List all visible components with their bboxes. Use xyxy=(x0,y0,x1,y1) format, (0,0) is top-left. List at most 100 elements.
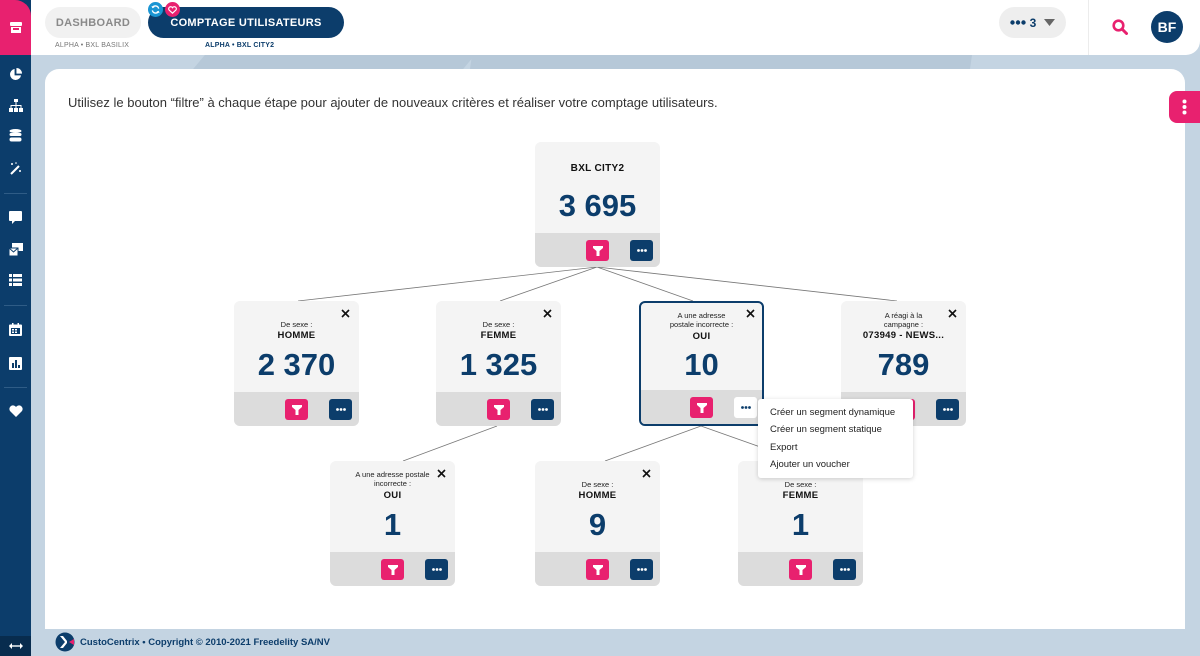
node-criterion: De sexe : xyxy=(280,320,313,329)
more-dots-icon xyxy=(431,568,442,571)
more-options-button[interactable] xyxy=(734,397,757,418)
close-icon xyxy=(745,308,755,318)
more-dots-icon xyxy=(740,406,751,409)
remove-node-button[interactable] xyxy=(945,306,959,320)
heart-icon xyxy=(8,405,23,417)
node-options-menu: Créer un segment dynamique Créer un segm… xyxy=(758,399,913,478)
more-dots-icon xyxy=(636,568,647,571)
refresh-icon xyxy=(151,5,160,14)
filter-icon xyxy=(696,402,707,413)
node-title: BXL CITY2 xyxy=(570,163,625,174)
node-count: 3 695 xyxy=(558,188,637,223)
remove-node-button[interactable] xyxy=(540,306,554,320)
user-avatar[interactable]: BF xyxy=(1151,11,1183,43)
node-value: HOMME xyxy=(578,490,617,501)
remove-node-button[interactable] xyxy=(434,466,448,480)
filter-icon xyxy=(795,564,806,575)
email-campaign-icon xyxy=(8,242,23,256)
more-options-button[interactable] xyxy=(833,559,856,580)
sidebar-item-messages[interactable] xyxy=(0,206,31,228)
more-options-button[interactable] xyxy=(630,559,653,580)
header: DASHBOARD ALPHA • BXL BASILIX COMPTAGE U… xyxy=(31,0,1200,55)
more-tabs-count: 3 xyxy=(1029,15,1037,30)
sidebar-divider xyxy=(4,305,27,306)
node-footer xyxy=(738,552,863,586)
node-value: OUI xyxy=(383,490,402,501)
vertical-dots-icon xyxy=(1182,99,1187,115)
store-button[interactable] xyxy=(0,0,31,55)
root-node-card: BXL CITY2 3 695 xyxy=(535,142,660,267)
menu-item-segment-dynamique[interactable]: Créer un segment dynamique xyxy=(770,407,896,418)
more-options-button[interactable] xyxy=(425,559,448,580)
sidebar-item-dashboard[interactable] xyxy=(0,63,31,85)
node-criterion: A une adresse postale incorrecte : xyxy=(355,470,430,488)
node-count: 1 xyxy=(383,507,402,542)
node-card-adresse-incorrecte: A une adresse postale incorrecte : OUI 1… xyxy=(639,301,764,426)
side-options-button[interactable] xyxy=(1169,91,1200,123)
more-tabs-dropdown[interactable]: 3 xyxy=(999,7,1066,38)
node-card-femme-sub: De sexe : FEMME 1 xyxy=(738,461,863,586)
close-icon xyxy=(436,468,446,478)
remove-node-button[interactable] xyxy=(639,466,653,480)
more-options-button[interactable] xyxy=(936,399,959,420)
menu-item-ajouter-voucher[interactable]: Ajouter un voucher xyxy=(770,458,850,470)
database-icon xyxy=(9,128,22,141)
sidebar-item-favorites[interactable] xyxy=(0,400,31,422)
horizontal-arrows-icon xyxy=(8,643,23,649)
menu-item-segment-statique[interactable]: Créer un segment statique xyxy=(770,424,882,436)
node-count: 1 325 xyxy=(459,347,538,382)
tab-comptage-utilisateurs[interactable]: COMPTAGE UTILISATEURS xyxy=(148,7,344,38)
more-options-button[interactable] xyxy=(630,240,653,261)
node-count: 1 xyxy=(791,507,810,542)
sidebar-item-lists[interactable] xyxy=(0,269,31,291)
close-icon xyxy=(947,308,957,318)
filter-button[interactable] xyxy=(586,559,609,580)
filter-button[interactable] xyxy=(285,399,308,420)
copyright-text: CustoCentrix • Copyright © 2010-2021 Fre… xyxy=(80,637,331,648)
sidebar xyxy=(0,0,31,656)
calendar-icon xyxy=(9,322,22,336)
tab-dashboard[interactable]: DASHBOARD xyxy=(45,7,141,38)
node-card-homme: De sexe : HOMME 2 370 xyxy=(234,301,359,426)
filter-button[interactable] xyxy=(789,559,812,580)
hierarchy-icon xyxy=(8,98,23,112)
sync-badge[interactable] xyxy=(148,2,163,17)
filter-button[interactable] xyxy=(381,559,404,580)
remove-node-button[interactable] xyxy=(338,306,352,320)
sidebar-item-database[interactable] xyxy=(0,124,31,146)
node-count: 2 370 xyxy=(257,347,336,382)
expand-sidebar-button[interactable] xyxy=(0,636,31,656)
more-options-button[interactable] xyxy=(329,399,352,420)
node-criterion: A une adresse postale incorrecte : xyxy=(669,311,734,329)
filter-button[interactable] xyxy=(690,397,713,418)
caret-down-icon xyxy=(1044,19,1056,26)
filter-button[interactable] xyxy=(586,240,609,261)
sidebar-item-hierarchy[interactable] xyxy=(0,94,31,116)
more-options-button[interactable] xyxy=(531,399,554,420)
favorite-badge[interactable] xyxy=(165,2,180,17)
remove-node-button[interactable] xyxy=(743,306,757,320)
chat-icon xyxy=(9,210,22,224)
filter-icon xyxy=(592,564,603,575)
node-footer xyxy=(234,392,359,426)
list-icon xyxy=(9,274,22,286)
sidebar-divider xyxy=(4,387,27,388)
node-footer xyxy=(535,233,660,267)
sidebar-item-calendar[interactable] xyxy=(0,318,31,340)
search-button[interactable] xyxy=(1109,16,1131,38)
menu-item-export[interactable]: Export xyxy=(770,441,798,453)
node-count: 10 xyxy=(684,347,719,382)
node-count: 9 xyxy=(588,507,607,542)
node-criterion: A réagi à la campagne : xyxy=(883,311,924,329)
node-criterion: De sexe : xyxy=(581,480,614,489)
filter-button[interactable] xyxy=(487,399,510,420)
close-icon xyxy=(641,468,651,478)
magic-wand-icon xyxy=(10,161,21,175)
sidebar-item-reports[interactable] xyxy=(0,352,31,374)
sidebar-item-magic[interactable] xyxy=(0,157,31,179)
search-icon xyxy=(1112,19,1128,35)
sidebar-item-campaigns[interactable] xyxy=(0,238,31,260)
tab-comptage-sublabel: ALPHA • BXL CITY2 xyxy=(205,42,275,49)
tab-dashboard-sublabel: ALPHA • BXL BASILIX xyxy=(55,42,130,49)
node-value: HOMME xyxy=(277,330,316,341)
